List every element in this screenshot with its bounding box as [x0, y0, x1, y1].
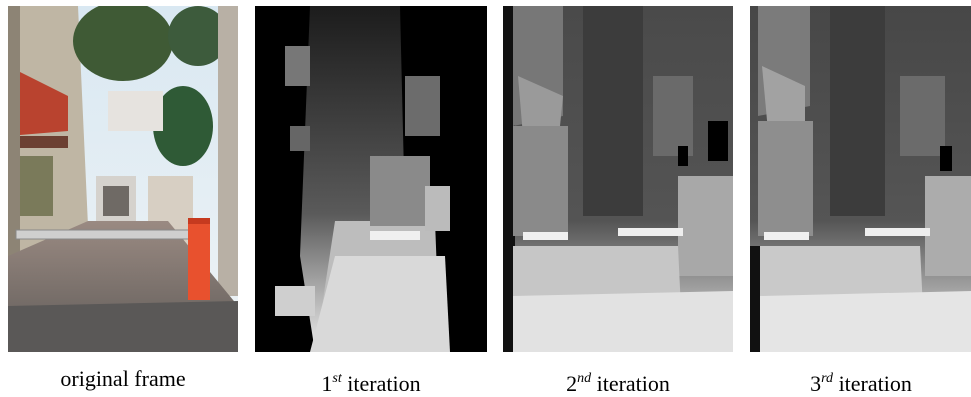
caption-text: original frame: [60, 366, 186, 391]
caption-word: iteration: [596, 371, 670, 396]
caption-ordinal-suffix: st: [332, 371, 342, 386]
second-iteration-depth-map: [503, 6, 733, 352]
caption-ordinal-suffix: nd: [577, 371, 592, 386]
caption-number: 2: [566, 371, 578, 396]
caption-word: iteration: [838, 371, 912, 396]
third-iteration-depth-map: [750, 6, 971, 352]
caption-second-iteration: 2nd iteration: [503, 366, 733, 396]
caption-word: iteration: [347, 371, 421, 396]
caption-number: 3: [810, 371, 822, 396]
caption-number: 1: [321, 371, 333, 396]
caption-original-frame: original frame: [8, 366, 238, 392]
original-frame-image: [8, 6, 238, 352]
caption-ordinal-suffix: rd: [821, 371, 834, 386]
first-iteration-depth-map: [255, 6, 487, 352]
caption-third-iteration: 3rd iteration: [750, 366, 971, 396]
caption-first-iteration: 1st iteration: [255, 366, 487, 396]
